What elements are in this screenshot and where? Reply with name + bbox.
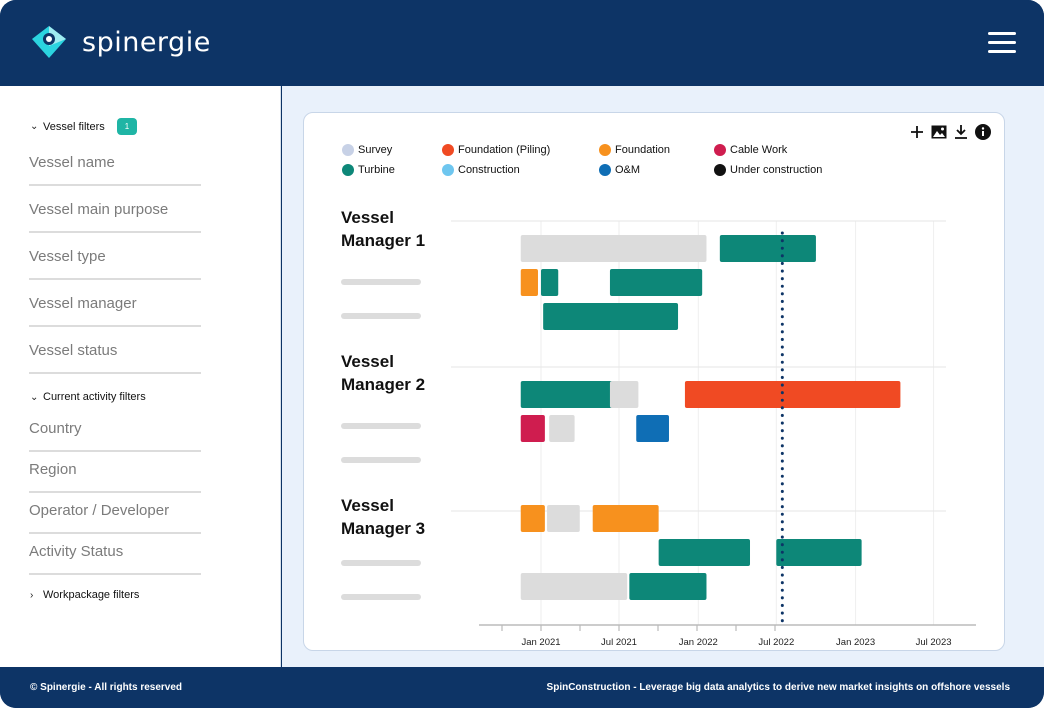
chevron-down-icon: ⌄	[30, 121, 39, 132]
main-content: Jan 2021 Jul 2021 Jan 2022 Jul 2022 Jan 2023…	[282, 86, 1044, 667]
vessel-manager-2-title: Vessel Manager 2	[341, 352, 426, 394]
legend-construction[interactable]: Construction	[442, 164, 520, 176]
x-tick-label: Jul 2022	[758, 637, 794, 648]
x-tick-label: Jan 2023	[836, 637, 875, 648]
gantt-bar	[543, 303, 679, 330]
vessel-name-field[interactable]: Vessel name	[29, 146, 201, 186]
placeholder-label	[341, 457, 421, 463]
vessel-main-purpose-field[interactable]: Vessel main purpose	[29, 193, 201, 233]
gantt-bar	[636, 415, 669, 442]
legend-foundation-piling[interactable]: Foundation (Piling)	[442, 144, 550, 156]
gantt-bar	[549, 415, 575, 442]
legend-dot	[599, 164, 611, 176]
vessel-manager-1-title: Vessel Manager 1	[341, 208, 426, 250]
gantt-bar	[520, 235, 707, 262]
x-tick-label: Jul 2021	[601, 637, 637, 648]
x-tick-label: Jul 2023	[916, 637, 952, 648]
gantt-chart: Jan 2021 Jul 2021 Jan 2022 Jul 2022 Jan 2023…	[451, 220, 976, 648]
tagline-text: SpinConstruction - Leverage big data ana…	[546, 682, 1010, 693]
gantt-bar	[520, 269, 538, 296]
placeholder-label	[341, 313, 421, 319]
region-field[interactable]: Region	[29, 453, 201, 493]
gantt-bar	[520, 381, 633, 408]
legend-label: Foundation (Piling)	[458, 144, 551, 156]
gantt-bar	[629, 573, 707, 600]
gantt-bar	[776, 539, 862, 566]
legend-dot	[714, 164, 726, 176]
top-header: spinergie	[0, 0, 1044, 86]
operator-developer-field[interactable]: Operator / Developer	[29, 494, 201, 534]
gantt-bar	[684, 381, 901, 408]
info-icon[interactable]	[974, 123, 992, 141]
legend-foundation[interactable]: Foundation	[599, 144, 670, 156]
workpackage-filters-toggle[interactable]: › Workpackage filters	[30, 589, 139, 601]
chevron-right-icon: ›	[30, 589, 34, 601]
legend-dot	[342, 144, 354, 156]
filters-sidebar: ⌄ Vessel filters 1 Vessel name Vessel ma…	[0, 86, 281, 667]
legend-label: Under construction	[730, 164, 823, 176]
legend-label: Foundation	[615, 144, 671, 156]
legend-turbine[interactable]: Turbine	[342, 164, 395, 176]
placeholder-label	[341, 560, 421, 566]
legend-dot	[442, 164, 454, 176]
vessel-type-field[interactable]: Vessel type	[29, 240, 201, 280]
current-activity-filters-toggle[interactable]: ⌄ Current activity filters	[30, 391, 146, 403]
legend-label: Turbine	[358, 164, 395, 176]
vessel-filters-toggle[interactable]: ⌄ Vessel filters 1	[30, 118, 138, 135]
x-tick-label: Jan 2021	[521, 637, 560, 648]
brand-name: spinergie	[82, 26, 211, 58]
gantt-bar	[719, 235, 816, 262]
placeholder-label	[341, 279, 421, 285]
chevron-down-icon: ⌄	[30, 391, 39, 403]
legend-dot	[714, 144, 726, 156]
x-tick-label: Jan 2022	[679, 637, 718, 648]
download-icon[interactable]	[952, 123, 970, 141]
copyright-text: © Spinergie - All rights reserved	[30, 682, 183, 693]
legend-dot	[599, 144, 611, 156]
legend-dot	[342, 164, 354, 176]
hamburger-menu-icon[interactable]	[988, 32, 1016, 54]
vessel-manager-field[interactable]: Vessel manager	[29, 287, 201, 327]
plus-icon[interactable]	[908, 123, 926, 141]
spinergie-logo-icon	[32, 26, 66, 58]
vessel-manager-3-title: Vessel Manager 3	[341, 496, 426, 538]
country-field[interactable]: Country	[29, 412, 201, 452]
legend-dot	[442, 144, 454, 156]
gantt-chart-card: Jan 2021 Jul 2021 Jan 2022 Jul 2022 Jan 2023…	[303, 112, 1005, 651]
vessel-filters-label: Vessel filters	[43, 120, 105, 133]
workpackage-filters-label: Workpackage filters	[43, 589, 140, 601]
legend-label: Cable Work	[730, 144, 788, 156]
gantt-bar	[520, 573, 628, 600]
filter-count-badge: 1	[116, 118, 138, 135]
gantt-bar	[520, 415, 545, 442]
chart-toolbar	[904, 123, 992, 141]
legend-label: O&M	[615, 164, 641, 176]
legend-label: Construction	[458, 164, 520, 176]
legend-label: Survey	[358, 144, 393, 156]
placeholder-label	[341, 594, 421, 600]
gantt-bar	[658, 539, 751, 566]
brand-logo[interactable]: spinergie	[28, 24, 211, 60]
current-activity-filters-label: Current activity filters	[43, 391, 146, 403]
legend-survey[interactable]: Survey	[342, 144, 392, 156]
gantt-bar	[592, 505, 659, 532]
placeholder-label	[341, 423, 421, 429]
image-icon[interactable]	[930, 123, 948, 141]
activity-status-field[interactable]: Activity Status	[29, 535, 201, 575]
page-footer: © Spinergie - All rights reserved SpinCo…	[0, 667, 1044, 708]
legend-om[interactable]: O&M	[599, 164, 640, 176]
gantt-bar	[609, 381, 639, 408]
vessel-status-field[interactable]: Vessel status	[29, 334, 201, 374]
gantt-bar	[547, 505, 580, 532]
gantt-bar	[541, 269, 559, 296]
gantt-bar	[609, 269, 703, 296]
legend-under-construction[interactable]: Under construction	[714, 164, 822, 176]
gantt-bar	[520, 505, 545, 532]
legend-cable-work[interactable]: Cable Work	[714, 144, 787, 156]
